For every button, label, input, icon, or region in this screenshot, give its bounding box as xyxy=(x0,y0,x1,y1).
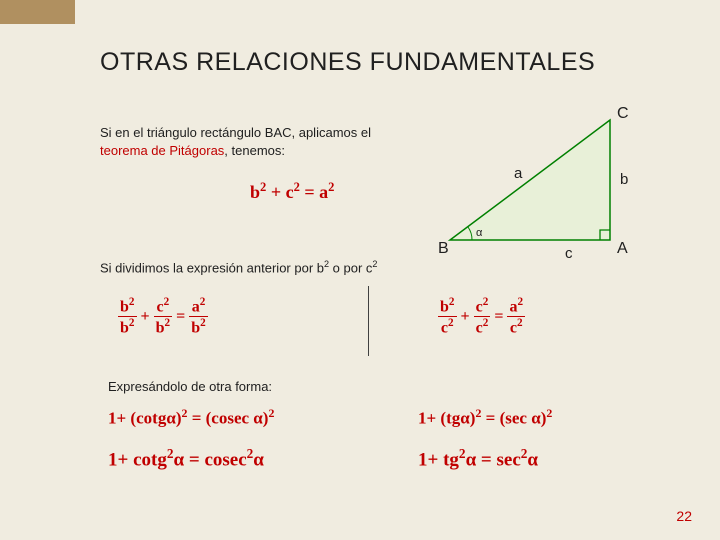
title: OTRAS RELACIONES FUNDAMENTALES xyxy=(100,48,595,77)
eq-div-c: b2c2 + c2c2 = a2c2 xyxy=(438,296,525,338)
vertex-B: B xyxy=(438,240,449,257)
eq1-c: c xyxy=(286,182,294,202)
eq-cotg-1: 1+ (cotgα)2 = (cosec α)2 xyxy=(108,406,274,429)
side-c: c xyxy=(565,245,573,262)
corner-tab xyxy=(0,0,75,24)
slide: OTRAS RELACIONES FUNDAMENTALES Si en el … xyxy=(0,0,720,540)
eq1-b: b xyxy=(250,182,260,202)
para1-c: , tenemos: xyxy=(224,143,285,158)
eq-tg-2: 1+ tg2α = sec2α xyxy=(418,446,538,471)
para1-b: teorema de Pitágoras xyxy=(100,143,224,158)
para-express: Expresándolo de otra forma: xyxy=(108,378,272,396)
side-b: b xyxy=(620,171,628,188)
eq-tg-1: 1+ (tgα)2 = (sec α)2 xyxy=(418,406,552,429)
vertex-A: A xyxy=(617,240,628,257)
vertical-separator xyxy=(368,286,369,356)
para2-a: Si dividimos la expresión anterior por b xyxy=(100,260,324,275)
para-divide: Si dividimos la expresión anterior por b… xyxy=(100,258,377,277)
eq-pythagoras: b2 + c2 = a2 xyxy=(250,180,334,203)
para1-a: Si en el triángulo rectángulo BAC, aplic… xyxy=(100,125,371,140)
triangle-diagram: α B A C a b c xyxy=(420,100,640,270)
para2-b: o por c xyxy=(329,260,372,275)
alpha-label: α xyxy=(476,227,483,239)
page-number: 22 xyxy=(676,508,692,524)
side-a: a xyxy=(514,165,523,182)
eq-div-b: b2b2 + c2b2 = a2b2 xyxy=(118,296,208,338)
para-intro: Si en el triángulo rectángulo BAC, aplic… xyxy=(100,124,410,159)
eq1-a: a xyxy=(319,182,328,202)
vertex-C: C xyxy=(617,105,629,122)
eq-cotg-2: 1+ cotg2α = cosec2α xyxy=(108,446,264,471)
